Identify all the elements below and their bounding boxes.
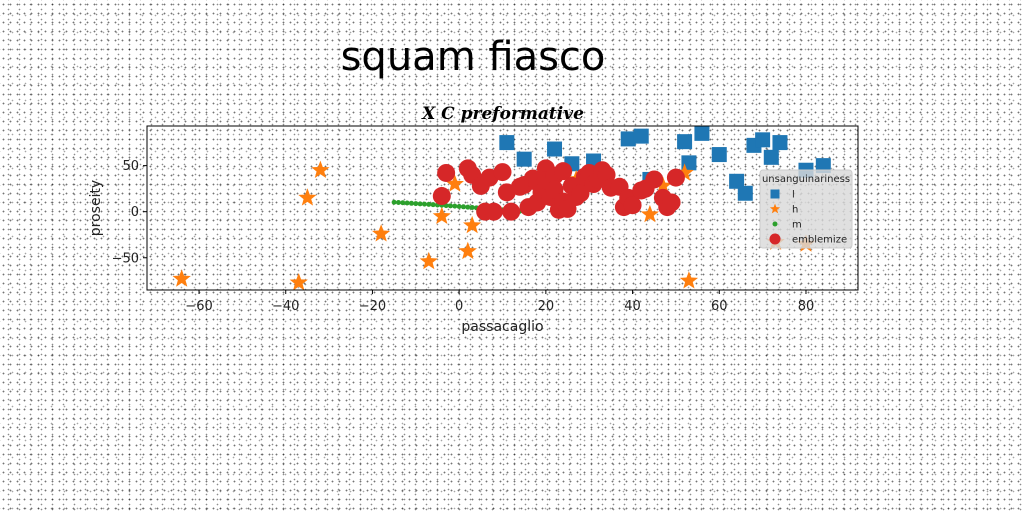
x-tick-label: −40 xyxy=(272,299,299,314)
x-tick-label: 60 xyxy=(711,299,728,314)
point-m-4 xyxy=(408,200,414,206)
point-emblemize-29 xyxy=(571,184,590,203)
point-h-11 xyxy=(640,204,660,223)
x-tick-label: 80 xyxy=(798,299,815,314)
point-l-12 xyxy=(729,173,745,189)
point-l-16 xyxy=(763,149,779,165)
point-emblemize-47 xyxy=(666,168,685,187)
x-axis: −60 −40 −20 0 20 40 60 80 xyxy=(185,290,814,314)
point-l-11 xyxy=(711,147,727,163)
axes-frame xyxy=(146,125,859,291)
point-h-5 xyxy=(419,251,438,270)
point-l-13 xyxy=(737,185,753,201)
point-h-3 xyxy=(311,160,330,178)
legend-marker-emblemize xyxy=(769,233,781,245)
point-m-17 xyxy=(465,204,471,210)
point-h-14 xyxy=(679,271,699,289)
point-l-5 xyxy=(620,131,636,147)
legend: unsanguinariness lhm emblemize xyxy=(759,169,853,249)
point-m-18 xyxy=(469,204,475,210)
point-m-0 xyxy=(391,199,397,205)
point-h-2 xyxy=(298,188,317,206)
y-axis-label: proseity xyxy=(88,180,104,236)
point-l-17 xyxy=(772,135,788,151)
point-emblemize-40 xyxy=(623,196,642,215)
y-tick-label: 0 xyxy=(131,205,139,220)
point-l-19 xyxy=(815,158,831,174)
point-emblemize-8 xyxy=(493,163,512,182)
point-l-0 xyxy=(499,135,515,151)
x-tick-label: 20 xyxy=(538,299,555,314)
y-axis: −50 0 50 xyxy=(112,159,147,266)
point-emblemize-10 xyxy=(502,202,521,221)
point-m-15 xyxy=(456,204,462,210)
point-m-16 xyxy=(460,204,466,210)
point-l-1 xyxy=(516,151,532,167)
point-m-1 xyxy=(395,199,401,205)
figure-title: squam fiasco xyxy=(341,34,606,80)
x-tick-label: −20 xyxy=(359,299,386,314)
point-m-2 xyxy=(400,200,406,206)
point-emblemize-25 xyxy=(554,162,573,181)
x-tick-label: 40 xyxy=(624,299,641,314)
point-m-8 xyxy=(426,201,432,207)
point-m-7 xyxy=(421,201,427,207)
point-emblemize-7 xyxy=(484,202,503,221)
point-m-5 xyxy=(413,201,419,207)
point-l-8 xyxy=(677,134,693,150)
point-h-13 xyxy=(675,163,694,181)
point-emblemize-1 xyxy=(432,187,451,206)
legend-box xyxy=(759,169,853,249)
legend-label-l: l xyxy=(792,190,795,201)
scatter-chart: X C preformative −60 −40 −20 0 20 40 60 80 −50 0… xyxy=(88,104,859,335)
point-m-14 xyxy=(452,203,458,209)
point-emblemize-43 xyxy=(645,170,664,189)
x-tick-label: −60 xyxy=(185,299,212,314)
legend-label-m: m xyxy=(792,220,802,231)
point-l-10 xyxy=(694,126,710,141)
legend-label-h: h xyxy=(792,205,798,216)
axes-title: X C preformative xyxy=(421,104,584,124)
legend-label-emblemize: emblemize xyxy=(792,235,847,246)
legend-marker-m xyxy=(772,221,778,227)
series-emblemize xyxy=(432,159,685,221)
point-emblemize-46 xyxy=(662,193,681,212)
point-l-2 xyxy=(547,141,563,157)
point-emblemize-0 xyxy=(437,163,456,182)
point-m-13 xyxy=(447,203,453,209)
legend-marker-h xyxy=(769,203,781,214)
plot-area xyxy=(172,126,831,290)
point-h-4 xyxy=(371,224,391,242)
point-h-7 xyxy=(445,174,464,192)
x-axis-label: passacaglio xyxy=(461,319,543,335)
point-h-6 xyxy=(432,206,451,225)
legend-title: unsanguinariness xyxy=(762,174,850,185)
y-tick-label: 50 xyxy=(122,159,139,174)
legend-marker-l xyxy=(770,189,780,199)
point-m-3 xyxy=(404,200,410,206)
point-m-9 xyxy=(430,202,436,208)
point-h-9 xyxy=(463,215,482,234)
x-tick-label: 0 xyxy=(455,299,463,314)
point-h-0 xyxy=(172,269,191,287)
point-l-6 xyxy=(633,128,649,144)
y-tick-label: −50 xyxy=(112,251,139,266)
point-h-1 xyxy=(289,273,308,290)
point-m-6 xyxy=(417,201,423,207)
point-l-15 xyxy=(755,132,771,148)
point-h-12 xyxy=(653,176,673,194)
point-h-8 xyxy=(458,241,477,260)
